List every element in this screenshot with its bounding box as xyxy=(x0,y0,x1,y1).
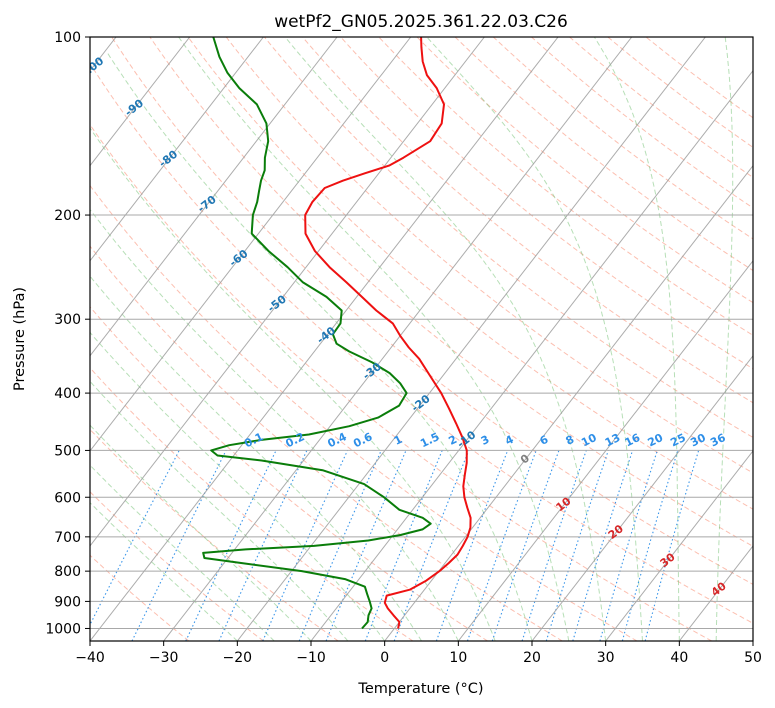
x-axis: −40 −30 −20 −10 0 10 20 30 40 50 xyxy=(75,641,762,666)
isotherm-line xyxy=(90,37,559,641)
y-axis: 1000 900 800 700 600 500 400 300 200 100 xyxy=(45,30,90,637)
sounding-profiles xyxy=(202,37,472,630)
mixing-ratio-line xyxy=(599,450,658,641)
x-tick-label: 40 xyxy=(670,650,688,666)
background-lines xyxy=(90,37,753,641)
isotherm-line xyxy=(90,37,264,262)
moist-adiabat xyxy=(90,331,386,641)
dewpoint-line xyxy=(202,37,432,630)
moist-adiabat xyxy=(106,51,533,641)
isotherm-line xyxy=(90,37,338,357)
mixing-ratio-label: 16 xyxy=(623,431,643,450)
moist-adiabat xyxy=(90,464,275,641)
mixing-ratio-line xyxy=(621,450,679,641)
y-axis-title: Pressure (hPa) xyxy=(12,287,28,391)
dry-adiabat xyxy=(90,491,264,641)
x-tick-label: −40 xyxy=(75,650,105,666)
y-tick-label: 600 xyxy=(54,490,81,506)
plot-frame xyxy=(89,36,754,642)
isotherm-line xyxy=(531,355,753,641)
y-tick-label: 300 xyxy=(54,312,81,328)
x-tick-label: −10 xyxy=(296,650,326,666)
dry-adiabat xyxy=(340,37,753,370)
dry-adiabat xyxy=(264,37,753,439)
x-tick-label: 10 xyxy=(449,650,467,666)
isotherm-line xyxy=(90,37,412,452)
mixing-ratio-label: 10 xyxy=(579,431,599,450)
dry-adiabat xyxy=(378,37,753,336)
mixing-ratio-line xyxy=(435,450,509,641)
isotherm-line xyxy=(163,37,633,641)
dry-adiabat xyxy=(90,306,488,641)
y-tick-label: 900 xyxy=(54,594,81,610)
mixing-ratio-label: 30 xyxy=(688,431,708,450)
temperature-line xyxy=(304,37,472,629)
dry-adiabat xyxy=(90,245,563,641)
y-tick-label: 200 xyxy=(54,208,81,224)
y-tick-label: 500 xyxy=(54,443,81,459)
dry-adiabat xyxy=(90,367,414,641)
mixing-ratio-label: 13 xyxy=(603,431,622,449)
dry-adiabat xyxy=(90,123,712,641)
moist-adiabat xyxy=(284,37,607,641)
moist-adiabat xyxy=(90,501,238,641)
dry-adiabat xyxy=(225,37,753,474)
mixing-ratio-line xyxy=(572,450,634,641)
isotherm-line xyxy=(90,37,485,547)
isotherm-line xyxy=(310,69,753,641)
isotherm-line xyxy=(457,259,753,641)
mixing-ratio-line xyxy=(325,450,407,641)
x-tick-label: −20 xyxy=(223,650,253,666)
moist-adiabat xyxy=(90,127,496,641)
y-tick-label: 800 xyxy=(54,564,81,580)
isotherm-line xyxy=(384,164,753,641)
x-tick-label: −30 xyxy=(149,650,179,666)
y-tick-label: 1000 xyxy=(45,621,81,637)
mixing-ratio-line xyxy=(545,450,609,641)
moist-adiabat xyxy=(178,37,570,641)
mixing-ratio-line xyxy=(364,450,443,641)
moist-adiabat xyxy=(426,37,643,641)
isotherm-line xyxy=(236,37,706,641)
x-tick-label: 20 xyxy=(523,650,541,666)
dry-adiabat xyxy=(90,554,190,641)
dry-adiabat xyxy=(111,37,753,585)
x-tick-label: 30 xyxy=(597,650,615,666)
moist-adiabat xyxy=(90,208,459,641)
y-tick-label: 700 xyxy=(54,530,81,546)
mixing-ratio-line xyxy=(298,450,382,641)
y-tick-label: 400 xyxy=(54,386,81,402)
mixing-ratio-label: 36 xyxy=(708,431,728,450)
x-tick-label: 0 xyxy=(380,650,389,666)
isotherm-line xyxy=(605,450,753,641)
chart-title: wetPf2_GN05.2025.361.22.03.C26 xyxy=(274,12,568,32)
mixing-ratio-line xyxy=(491,450,560,641)
mixing-ratio-label: 20 xyxy=(646,431,666,450)
moist-adiabat xyxy=(593,37,680,641)
mixing-ratio-line xyxy=(90,450,180,626)
mixing-ratio-line xyxy=(521,450,587,641)
isotherm-line xyxy=(90,37,191,167)
y-tick-label: 100 xyxy=(54,30,81,46)
mixing-ratio-line xyxy=(466,450,537,641)
moist-adiabat xyxy=(715,37,734,641)
mixing-ratio-line xyxy=(262,450,349,641)
x-axis-title: Temperature (°C) xyxy=(357,681,483,697)
dry-adiabat xyxy=(416,37,753,304)
mixing-ratio-label: 25 xyxy=(668,431,687,449)
x-tick-label: 50 xyxy=(744,650,762,666)
moist-adiabat xyxy=(90,275,422,641)
moist-adiabat xyxy=(90,424,312,641)
dry-adiabat xyxy=(90,62,753,624)
dry-adiabat xyxy=(90,184,638,641)
